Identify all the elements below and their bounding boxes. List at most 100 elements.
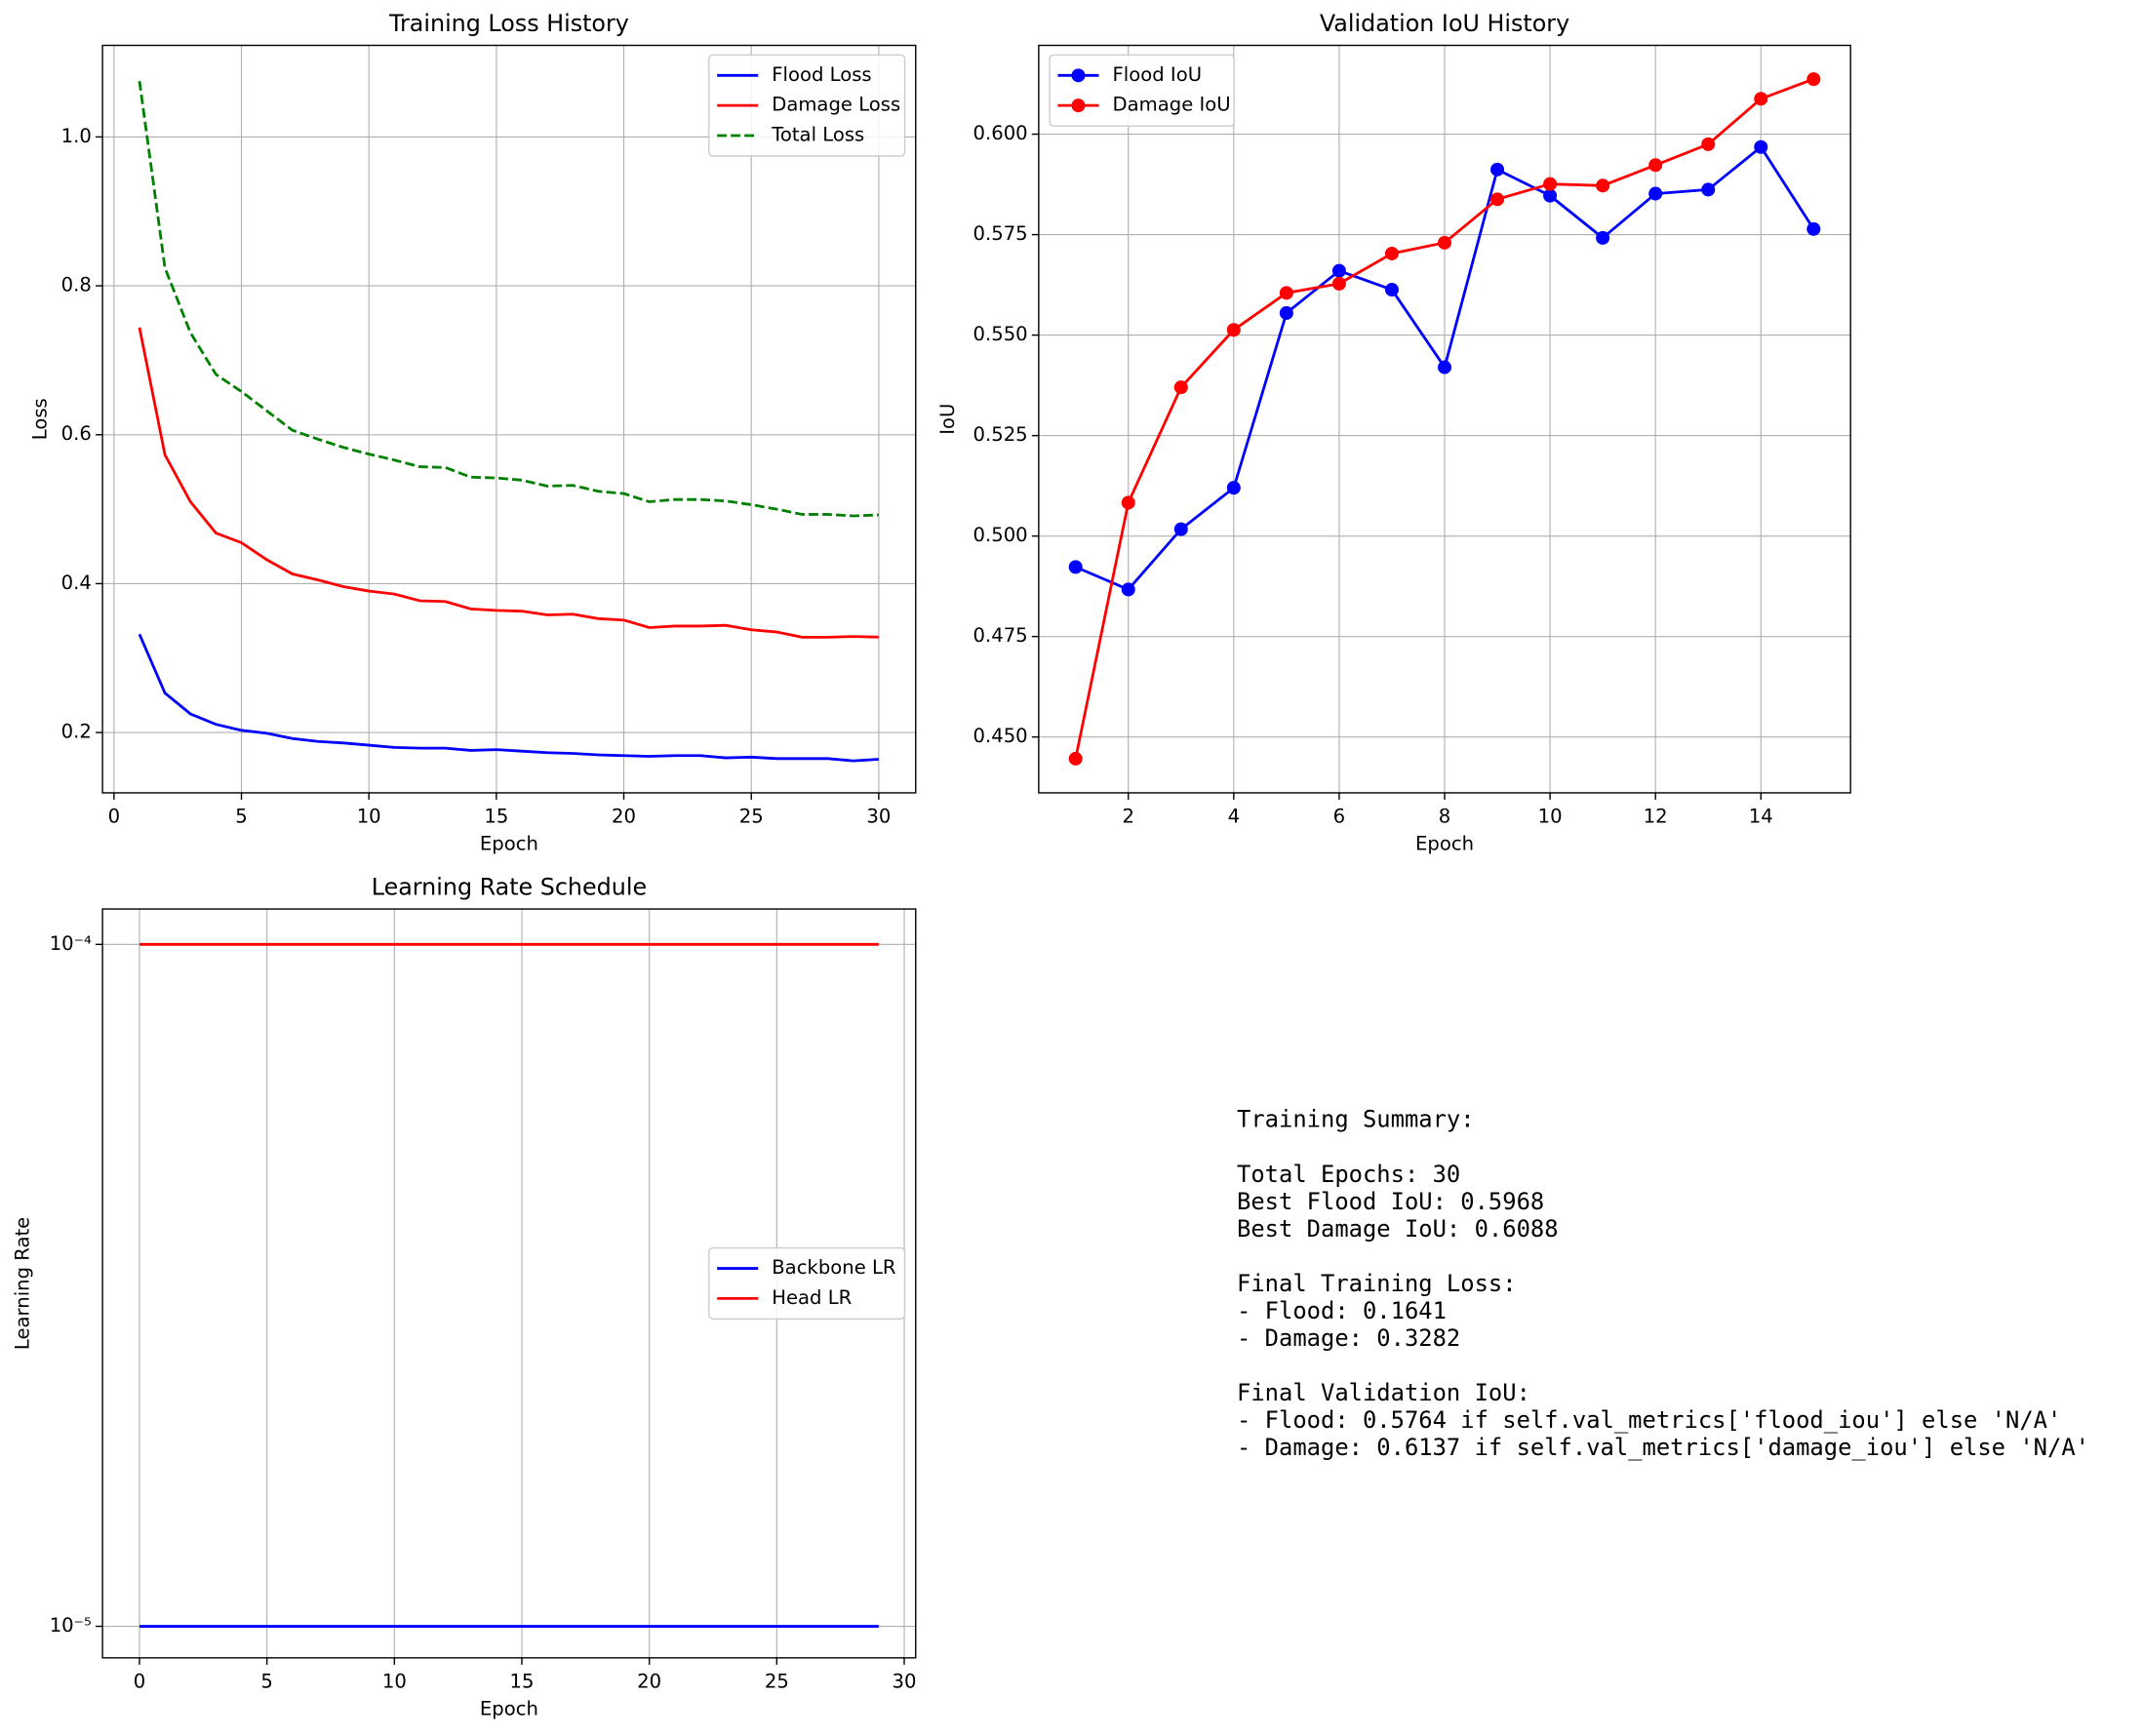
y-tick-label: 0.600 [973,122,1028,144]
data-point [1806,221,1821,236]
data-point [1648,158,1663,173]
y-tick-label: 1.0 [61,125,92,147]
legend: Backbone LR Head LR [708,1246,906,1321]
data-point [1121,495,1135,510]
summary-line: Training Summary: [1237,1106,1475,1133]
chart-title: Training Loss History [388,10,629,37]
series-line [138,327,879,639]
data-point [1754,92,1768,106]
y-tick-label: 0.450 [973,725,1028,747]
x-axis-label: Epoch [480,833,538,855]
data-point [1490,162,1505,177]
series-line [138,80,879,518]
x-tick-label: 0 [108,806,120,828]
legend-box [708,54,906,157]
data-point [1068,560,1083,574]
x-tick-label: 6 [1333,806,1345,828]
data-point [1384,283,1399,297]
y-tick-label: 0.2 [61,721,92,743]
x-tick-label: 5 [235,806,247,828]
data-point [1806,72,1821,87]
x-tick-label: 10 [1538,806,1563,828]
data-point [1490,192,1505,207]
x-axis-label: Epoch [480,1698,538,1720]
data-point [1543,188,1558,203]
x-tick-label: 2 [1123,806,1134,828]
data-point [1173,380,1188,395]
x-tick-label: 0 [134,1671,145,1693]
legend-label: Flood IoU [1113,63,1203,86]
summary-line: - Damage: 0.3282 [1237,1324,1460,1352]
plot-frame [1038,44,1851,794]
summary-line: - Flood: 0.5764 if self.val_metrics['flo… [1237,1406,2061,1434]
y-tick-label: 0.575 [973,222,1028,245]
data-point [1226,481,1241,495]
data-point [1173,522,1188,536]
data-point [1438,235,1452,250]
x-axis-label: Epoch [1415,833,1474,855]
data-point [1384,246,1399,260]
x-tick-label: 12 [1644,806,1668,828]
data-point [1331,276,1346,291]
data-point [1701,182,1716,197]
chart-title: Validation IoU History [1320,10,1569,37]
chart: Learning Rate Schedule Epoch Learning Rate… [11,874,916,1720]
legend: Flood Loss Damage Loss Total Loss [708,54,906,157]
data-point [1438,360,1452,375]
data-point [1596,178,1610,193]
legend-label: Damage Loss [772,94,900,116]
x-tick-label: 20 [637,1671,661,1693]
legend-marker [1071,99,1086,113]
plot-frame [101,44,917,794]
summary-line: Best Damage IoU: 0.6088 [1237,1215,1559,1243]
x-tick-label: 30 [893,1671,917,1693]
summary-line: Best Flood IoU: 0.5968 [1237,1188,1544,1215]
x-tick-label: 14 [1749,806,1773,828]
summary-line: Total Epochs: 30 [1237,1161,1460,1188]
y-axis-label: IoU [936,404,959,435]
series-line [138,633,879,763]
data-point [1068,751,1083,766]
legend-label: Backbone LR [772,1256,896,1279]
summary-line: - Damage: 0.6137 if self.val_metrics['da… [1237,1434,2089,1461]
x-tick-label: 25 [765,1671,789,1693]
y-tick-label: 10⁻⁵ [50,1614,92,1637]
x-tick-label: 5 [260,1671,272,1693]
legend-marker [1071,68,1086,83]
y-axis-label: Learning Rate [11,1217,33,1350]
data-point [1596,230,1610,245]
y-tick-label: 0.500 [973,524,1028,546]
legend-box [1049,54,1235,127]
legend-label: Flood Loss [772,63,871,86]
chart-title: Learning Rate Schedule [372,874,647,901]
x-tick-label: 20 [612,806,636,828]
legend-label: Total Loss [771,123,864,145]
data-point [1279,286,1293,300]
y-tick-label: 0.475 [973,624,1028,647]
data-point [1648,186,1663,201]
chart: Validation IoU History Epoch IoU 2 4 6 8 10 12 14… [936,10,1851,855]
y-tick-label: 0.8 [61,274,92,296]
legend-label: Head LR [772,1286,852,1309]
x-tick-label: 15 [484,806,508,828]
y-tick-label: 0.6 [61,422,92,445]
chart: Training Loss History Epoch Loss 0 5 10 15 20 25… [29,10,917,855]
data-point [1701,137,1716,151]
y-tick-label: 10⁻⁴ [50,932,92,955]
x-tick-label: 25 [739,806,764,828]
summary-line: Final Validation IoU: [1237,1379,1530,1406]
data-point [1543,177,1558,191]
x-tick-label: 10 [357,806,381,828]
legend-box [708,1246,906,1321]
x-tick-label: 4 [1228,806,1240,828]
summary-line: - Flood: 0.1641 [1237,1297,1447,1324]
x-tick-label: 10 [382,1671,407,1693]
summary-line: Final Training Loss: [1237,1270,1517,1297]
y-tick-label: 0.4 [61,572,92,594]
y-tick-label: 0.525 [973,423,1028,446]
data-point [1279,305,1293,320]
data-point [1121,582,1135,597]
y-axis-label: Loss [29,398,52,440]
legend-label: Damage IoU [1113,94,1231,116]
